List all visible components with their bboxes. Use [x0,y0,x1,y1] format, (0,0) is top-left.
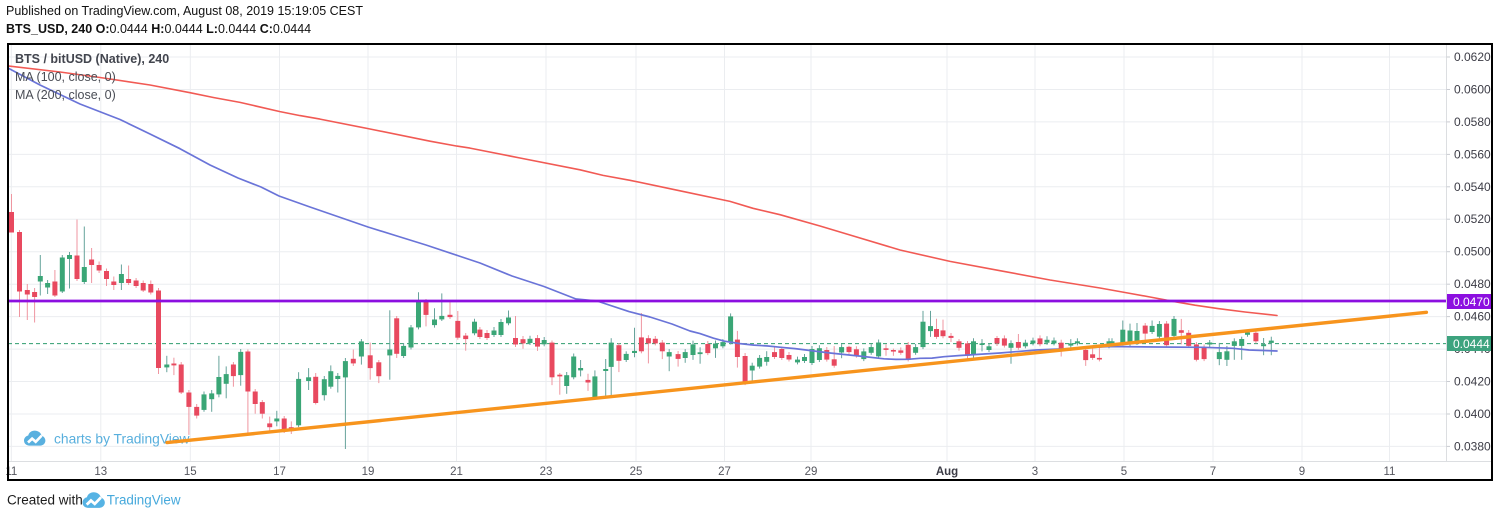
svg-text:0.0380: 0.0380 [1454,439,1491,453]
svg-text:17: 17 [273,466,286,478]
svg-text:0.0444: 0.0444 [1453,337,1490,351]
svg-text:Published on TradingView.com,: Published on TradingView.com, August 08,… [6,4,363,18]
svg-text:0.0620: 0.0620 [1454,50,1491,64]
svg-text:21: 21 [450,466,463,478]
svg-text:0.0470: 0.0470 [1453,295,1490,309]
svg-text:19: 19 [362,466,375,478]
svg-text:0.0540: 0.0540 [1454,180,1491,194]
svg-text:0.0560: 0.0560 [1454,147,1491,161]
svg-text:0.0580: 0.0580 [1454,115,1491,129]
svg-text:0.0520: 0.0520 [1454,212,1491,226]
svg-text:0.0460: 0.0460 [1454,310,1491,324]
svg-text:0.0480: 0.0480 [1454,277,1491,291]
svg-text:TradingView: TradingView [107,493,181,508]
svg-text:BTS_USD, 240 O:0.0444 H:0.0444: BTS_USD, 240 O:0.0444 H:0.0444 L:0.0444 … [6,22,311,36]
svg-text:7: 7 [1210,466,1216,478]
svg-text:0.0600: 0.0600 [1454,83,1491,97]
svg-text:25: 25 [630,466,643,478]
svg-text:MA (100, close, 0): MA (100, close, 0) [15,70,116,84]
svg-text:charts by TradingView: charts by TradingView [54,432,190,447]
svg-text:MA (200, close, 0): MA (200, close, 0) [15,88,116,102]
svg-text:3: 3 [1032,466,1038,478]
svg-text:27: 27 [718,466,731,478]
svg-text:0.0400: 0.0400 [1454,407,1491,421]
svg-text:11: 11 [5,466,17,478]
svg-text:23: 23 [540,466,553,478]
svg-text:9: 9 [1299,466,1305,478]
svg-text:11: 11 [1384,466,1396,478]
svg-text:0.0420: 0.0420 [1454,375,1491,389]
svg-text:15: 15 [184,466,197,478]
svg-text:0.0500: 0.0500 [1454,245,1491,259]
svg-text:Created with: Created with [7,493,83,508]
svg-text:13: 13 [94,466,107,478]
svg-text:Aug: Aug [936,466,958,478]
svg-text:BTS / bitUSD (Native), 240: BTS / bitUSD (Native), 240 [15,52,169,66]
svg-text:5: 5 [1121,466,1127,478]
svg-text:29: 29 [805,466,818,478]
